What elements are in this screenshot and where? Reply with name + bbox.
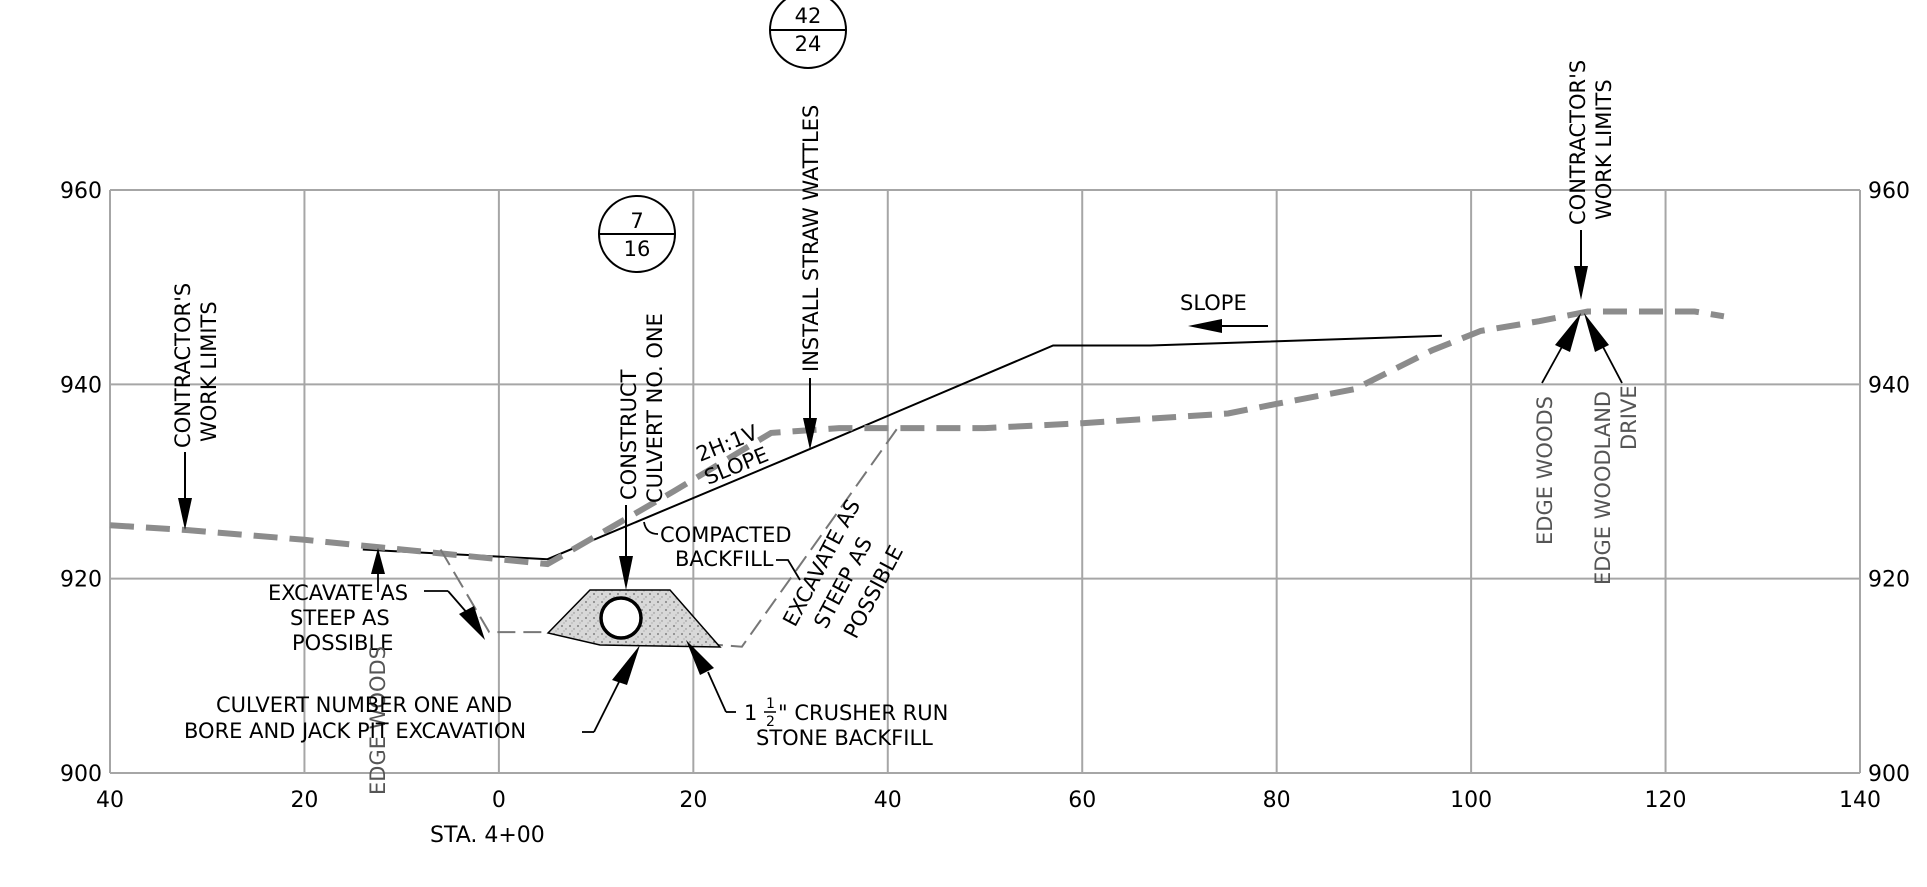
work-limits-left-note: CONTRACTOR'S WORK LIMITS bbox=[171, 283, 221, 530]
x-tick-label: 20 bbox=[679, 788, 707, 813]
work-limits-right-note: CONTRACTOR'S WORK LIMITS bbox=[1566, 60, 1616, 300]
svg-text:EDGE WOODS: EDGE WOODS bbox=[1533, 396, 1557, 545]
edge-woods-right-note: EDGE WOODS EDGE WOODLAND DRIVE bbox=[1533, 313, 1641, 585]
existing-ground-line bbox=[109, 308, 1725, 568]
x-tick-label: 60 bbox=[1068, 788, 1096, 813]
svg-text:EXCAVATE AS: EXCAVATE AS bbox=[268, 581, 408, 605]
y-tick-label-left: 920 bbox=[60, 568, 102, 593]
svg-text:WORK LIMITS: WORK LIMITS bbox=[1592, 79, 1616, 220]
svg-text:BORE AND JACK PIT EXCAVATI: BORE AND JACK PIT EXCAVATION bbox=[184, 719, 526, 743]
x-tick-label: 80 bbox=[1263, 788, 1291, 813]
culvert-pipe bbox=[599, 596, 643, 640]
profile-lines bbox=[109, 308, 1725, 648]
callout-bottom: 24 bbox=[795, 32, 822, 56]
svg-text:COMPACTED: COMPACTED bbox=[660, 523, 792, 547]
y-tick-label-right: 900 bbox=[1868, 762, 1910, 787]
callout-bottom: 16 bbox=[624, 237, 651, 261]
excavation-limits-line bbox=[439, 427, 899, 648]
crusher-run-note: 1 1 2 " CRUSHER RUN STONE BACKFILL bbox=[686, 640, 948, 750]
slope-arrow-note: SLOPE bbox=[1180, 291, 1268, 333]
x-tick-label: 140 bbox=[1839, 788, 1881, 813]
callout-top: 42 bbox=[795, 4, 822, 28]
compacted-backfill-note: COMPACTED BACKFILL bbox=[643, 521, 801, 581]
culvert-pit-excavation-note: CULVERT NUMBER ONE AND BORE AND JACK PIT… bbox=[184, 645, 640, 743]
y-tick-label-right: 920 bbox=[1868, 568, 1910, 593]
svg-text:CONTRACTOR'S: CONTRACTOR'S bbox=[1566, 60, 1590, 225]
svg-text:BACKFILL: BACKFILL bbox=[675, 547, 774, 571]
y-tick-label-left: 960 bbox=[60, 179, 102, 204]
construct-culvert-note: CONSTRUCT CULVERT NO. ONE bbox=[617, 313, 667, 590]
detail-callout-42-24: 42 24 bbox=[769, 0, 847, 69]
svg-text:EDGE WOODLAND: EDGE WOODLAND bbox=[1591, 391, 1615, 585]
grid-lines bbox=[109, 189, 1861, 774]
y-tick-label-right: 940 bbox=[1868, 373, 1910, 398]
svg-text:STONE BACKFILL: STONE BACKFILL bbox=[756, 726, 933, 750]
svg-text:CULVERT NO. ONE: CULVERT NO. ONE bbox=[643, 313, 667, 503]
svg-text:EDGE WOODS: EDGE WOODS bbox=[366, 646, 390, 795]
svg-text:CONSTRUCT: CONSTRUCT bbox=[617, 369, 641, 500]
y-tick-label-left: 940 bbox=[60, 373, 102, 398]
y-tick-labels: 960 960 940 940 920 920 900 900 bbox=[60, 179, 1910, 787]
callout-top: 7 bbox=[630, 209, 643, 233]
y-tick-label-right: 960 bbox=[1868, 179, 1910, 204]
proposed-grade-line bbox=[362, 334, 1442, 561]
excavate-left-note: EXCAVATE AS STEEP AS POSSIBLE bbox=[268, 581, 485, 655]
station-label: STA. 4+00 bbox=[430, 823, 545, 848]
svg-text:WORK LIMITS: WORK LIMITS bbox=[197, 301, 221, 442]
svg-text:1: 1 bbox=[744, 701, 757, 725]
svg-text:DRIVE: DRIVE bbox=[1617, 385, 1641, 450]
svg-text:INSTALL STRAW WATTLES: INSTALL STRAW WATTLES bbox=[799, 105, 823, 372]
x-tick-label: 20 bbox=[290, 788, 318, 813]
detail-callout-7-16: 7 16 bbox=[598, 195, 676, 273]
svg-text:CONTRACTOR'S: CONTRACTOR'S bbox=[171, 283, 195, 448]
x-tick-label: 120 bbox=[1645, 788, 1687, 813]
svg-text:CULVERT NUMBER ONE AND: CULVERT NUMBER ONE AND bbox=[216, 693, 512, 717]
x-tick-labels: 40 20 0 20 40 60 80 100 120 140 bbox=[96, 788, 1881, 813]
y-tick-label-left: 900 bbox=[60, 762, 102, 787]
svg-text:STEEP AS: STEEP AS bbox=[290, 606, 390, 630]
x-tick-label: 40 bbox=[96, 788, 124, 813]
svg-text:1: 1 bbox=[766, 696, 775, 712]
edge-woods-left-note: EDGE WOODS bbox=[366, 548, 390, 795]
svg-text:" CRUSHER RUN: " CRUSHER RUN bbox=[778, 701, 948, 725]
x-tick-label: 100 bbox=[1450, 788, 1492, 813]
straw-wattles-note: INSTALL STRAW WATTLES bbox=[799, 105, 823, 450]
svg-text:2: 2 bbox=[766, 714, 775, 730]
x-tick-label: 40 bbox=[874, 788, 902, 813]
slope-ratio-note: 2H:1V SLOPE bbox=[693, 420, 772, 489]
svg-text:SLOPE: SLOPE bbox=[1180, 291, 1247, 315]
x-tick-label: 0 bbox=[492, 788, 506, 813]
svg-text:POSSIBLE: POSSIBLE bbox=[292, 631, 393, 655]
